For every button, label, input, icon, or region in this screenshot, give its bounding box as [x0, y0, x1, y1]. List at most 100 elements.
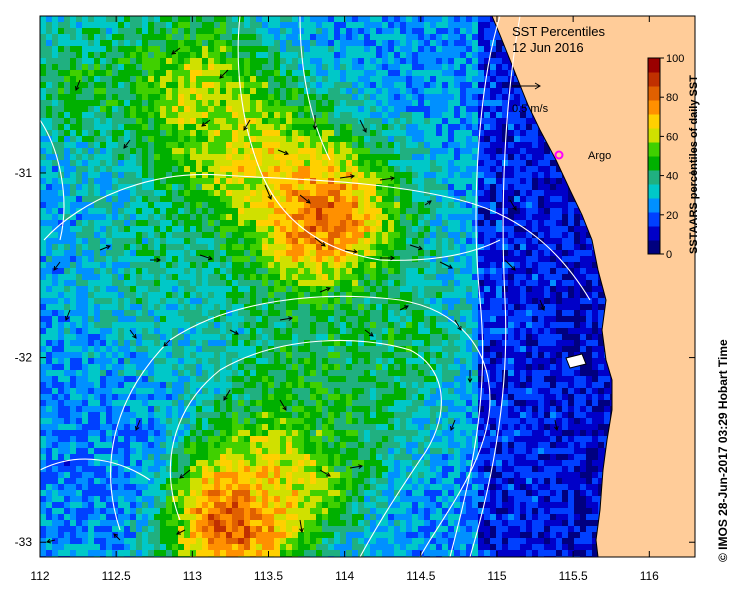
raster-cell — [136, 88, 142, 94]
raster-cell — [88, 202, 94, 208]
raster-cell — [466, 22, 472, 28]
raster-cell — [250, 268, 256, 274]
raster-cell — [358, 70, 364, 76]
raster-cell — [232, 184, 238, 190]
raster-cell — [394, 64, 400, 70]
raster-cell — [448, 136, 454, 142]
raster-cell — [340, 34, 346, 40]
raster-cell — [160, 220, 166, 226]
raster-cell — [226, 28, 232, 34]
raster-cell — [154, 52, 160, 58]
raster-cell — [202, 250, 208, 256]
raster-cell — [154, 124, 160, 130]
raster-cell — [40, 292, 46, 298]
raster-cell — [142, 58, 148, 64]
raster-cell — [394, 28, 400, 34]
raster-cell — [88, 34, 94, 40]
raster-cell — [478, 160, 484, 166]
raster-cell — [466, 40, 472, 46]
raster-cell — [532, 280, 538, 286]
raster-cell — [268, 28, 274, 34]
raster-cell — [196, 82, 202, 88]
raster-cell — [370, 226, 376, 232]
raster-cell — [226, 70, 232, 76]
raster-cell — [52, 34, 58, 40]
raster-cell — [514, 160, 520, 166]
raster-cell — [466, 208, 472, 214]
raster-cell — [382, 136, 388, 142]
raster-cell — [154, 94, 160, 100]
raster-cell — [262, 298, 268, 304]
raster-cell — [280, 154, 286, 160]
raster-cell — [412, 256, 418, 262]
raster-cell — [124, 46, 130, 52]
raster-cell — [316, 226, 322, 232]
raster-cell — [484, 124, 490, 130]
raster-cell — [388, 166, 394, 172]
raster-cell — [160, 214, 166, 220]
raster-cell — [214, 88, 220, 94]
raster-cell — [388, 214, 394, 220]
raster-cell — [436, 118, 442, 124]
raster-cell — [322, 304, 328, 310]
raster-cell — [460, 70, 466, 76]
raster-cell — [208, 238, 214, 244]
raster-cell — [256, 244, 262, 250]
raster-cell — [76, 52, 82, 58]
raster-cell — [46, 166, 52, 172]
raster-cell — [220, 160, 226, 166]
raster-cell — [502, 124, 508, 130]
raster-cell — [118, 154, 124, 160]
raster-cell — [364, 40, 370, 46]
raster-cell — [322, 94, 328, 100]
raster-cell — [394, 106, 400, 112]
raster-cell — [334, 88, 340, 94]
raster-cell — [124, 16, 130, 22]
raster-cell — [82, 208, 88, 214]
raster-cell — [70, 190, 76, 196]
raster-cell — [58, 88, 64, 94]
raster-cell — [316, 148, 322, 154]
raster-cell — [382, 70, 388, 76]
raster-cell — [358, 232, 364, 238]
raster-cell — [328, 310, 334, 316]
raster-cell — [94, 106, 100, 112]
raster-cell — [94, 58, 100, 64]
raster-cell — [154, 64, 160, 70]
raster-cell — [40, 58, 46, 64]
raster-cell — [388, 238, 394, 244]
raster-cell — [376, 268, 382, 274]
raster-cell — [130, 256, 136, 262]
raster-cell — [310, 76, 316, 82]
raster-cell — [172, 112, 178, 118]
raster-cell — [454, 214, 460, 220]
raster-cell — [478, 94, 484, 100]
raster-cell — [76, 28, 82, 34]
raster-cell — [244, 130, 250, 136]
raster-cell — [412, 196, 418, 202]
raster-cell — [136, 166, 142, 172]
raster-cell — [454, 304, 460, 310]
raster-cell — [382, 214, 388, 220]
raster-cell — [202, 208, 208, 214]
raster-cell — [202, 220, 208, 226]
raster-cell — [484, 184, 490, 190]
raster-cell — [520, 226, 526, 232]
raster-cell — [286, 28, 292, 34]
raster-cell — [562, 196, 568, 202]
raster-cell — [322, 172, 328, 178]
raster-cell — [340, 244, 346, 250]
raster-cell — [508, 280, 514, 286]
raster-cell — [412, 28, 418, 34]
raster-cell — [352, 22, 358, 28]
raster-cell — [256, 136, 262, 142]
raster-cell — [556, 280, 562, 286]
raster-cell — [190, 160, 196, 166]
raster-cell — [490, 292, 496, 298]
raster-cell — [394, 88, 400, 94]
raster-cell — [178, 58, 184, 64]
raster-cell — [316, 52, 322, 58]
raster-cell — [280, 130, 286, 136]
raster-cell — [226, 52, 232, 58]
raster-cell — [478, 256, 484, 262]
